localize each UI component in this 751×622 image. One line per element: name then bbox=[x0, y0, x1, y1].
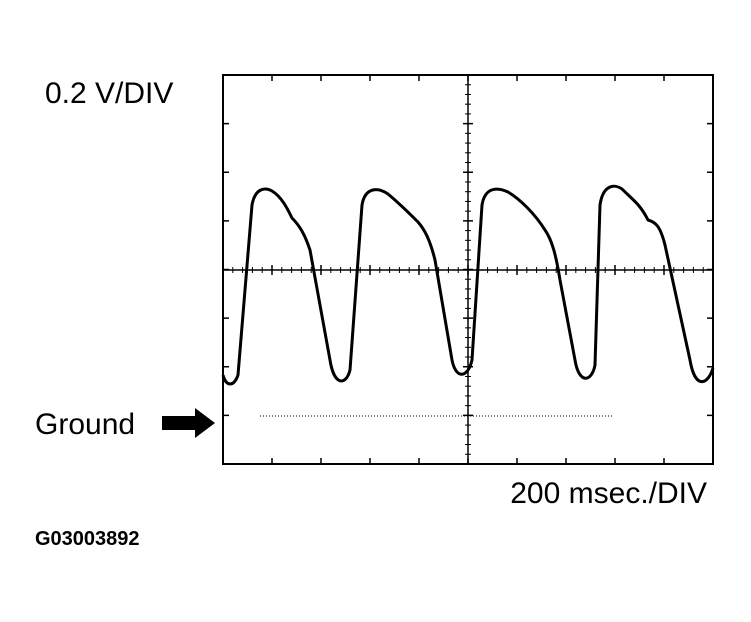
ground-arrow bbox=[162, 408, 215, 438]
time-per-div-label: 200 msec./DIV bbox=[510, 477, 707, 510]
volts-per-div-label: 0.2 V/DIV bbox=[45, 77, 173, 110]
tick-group bbox=[223, 75, 713, 464]
figure-id: G03003892 bbox=[35, 528, 140, 550]
waveform bbox=[221, 184, 715, 386]
ground-label: Ground bbox=[35, 408, 135, 441]
